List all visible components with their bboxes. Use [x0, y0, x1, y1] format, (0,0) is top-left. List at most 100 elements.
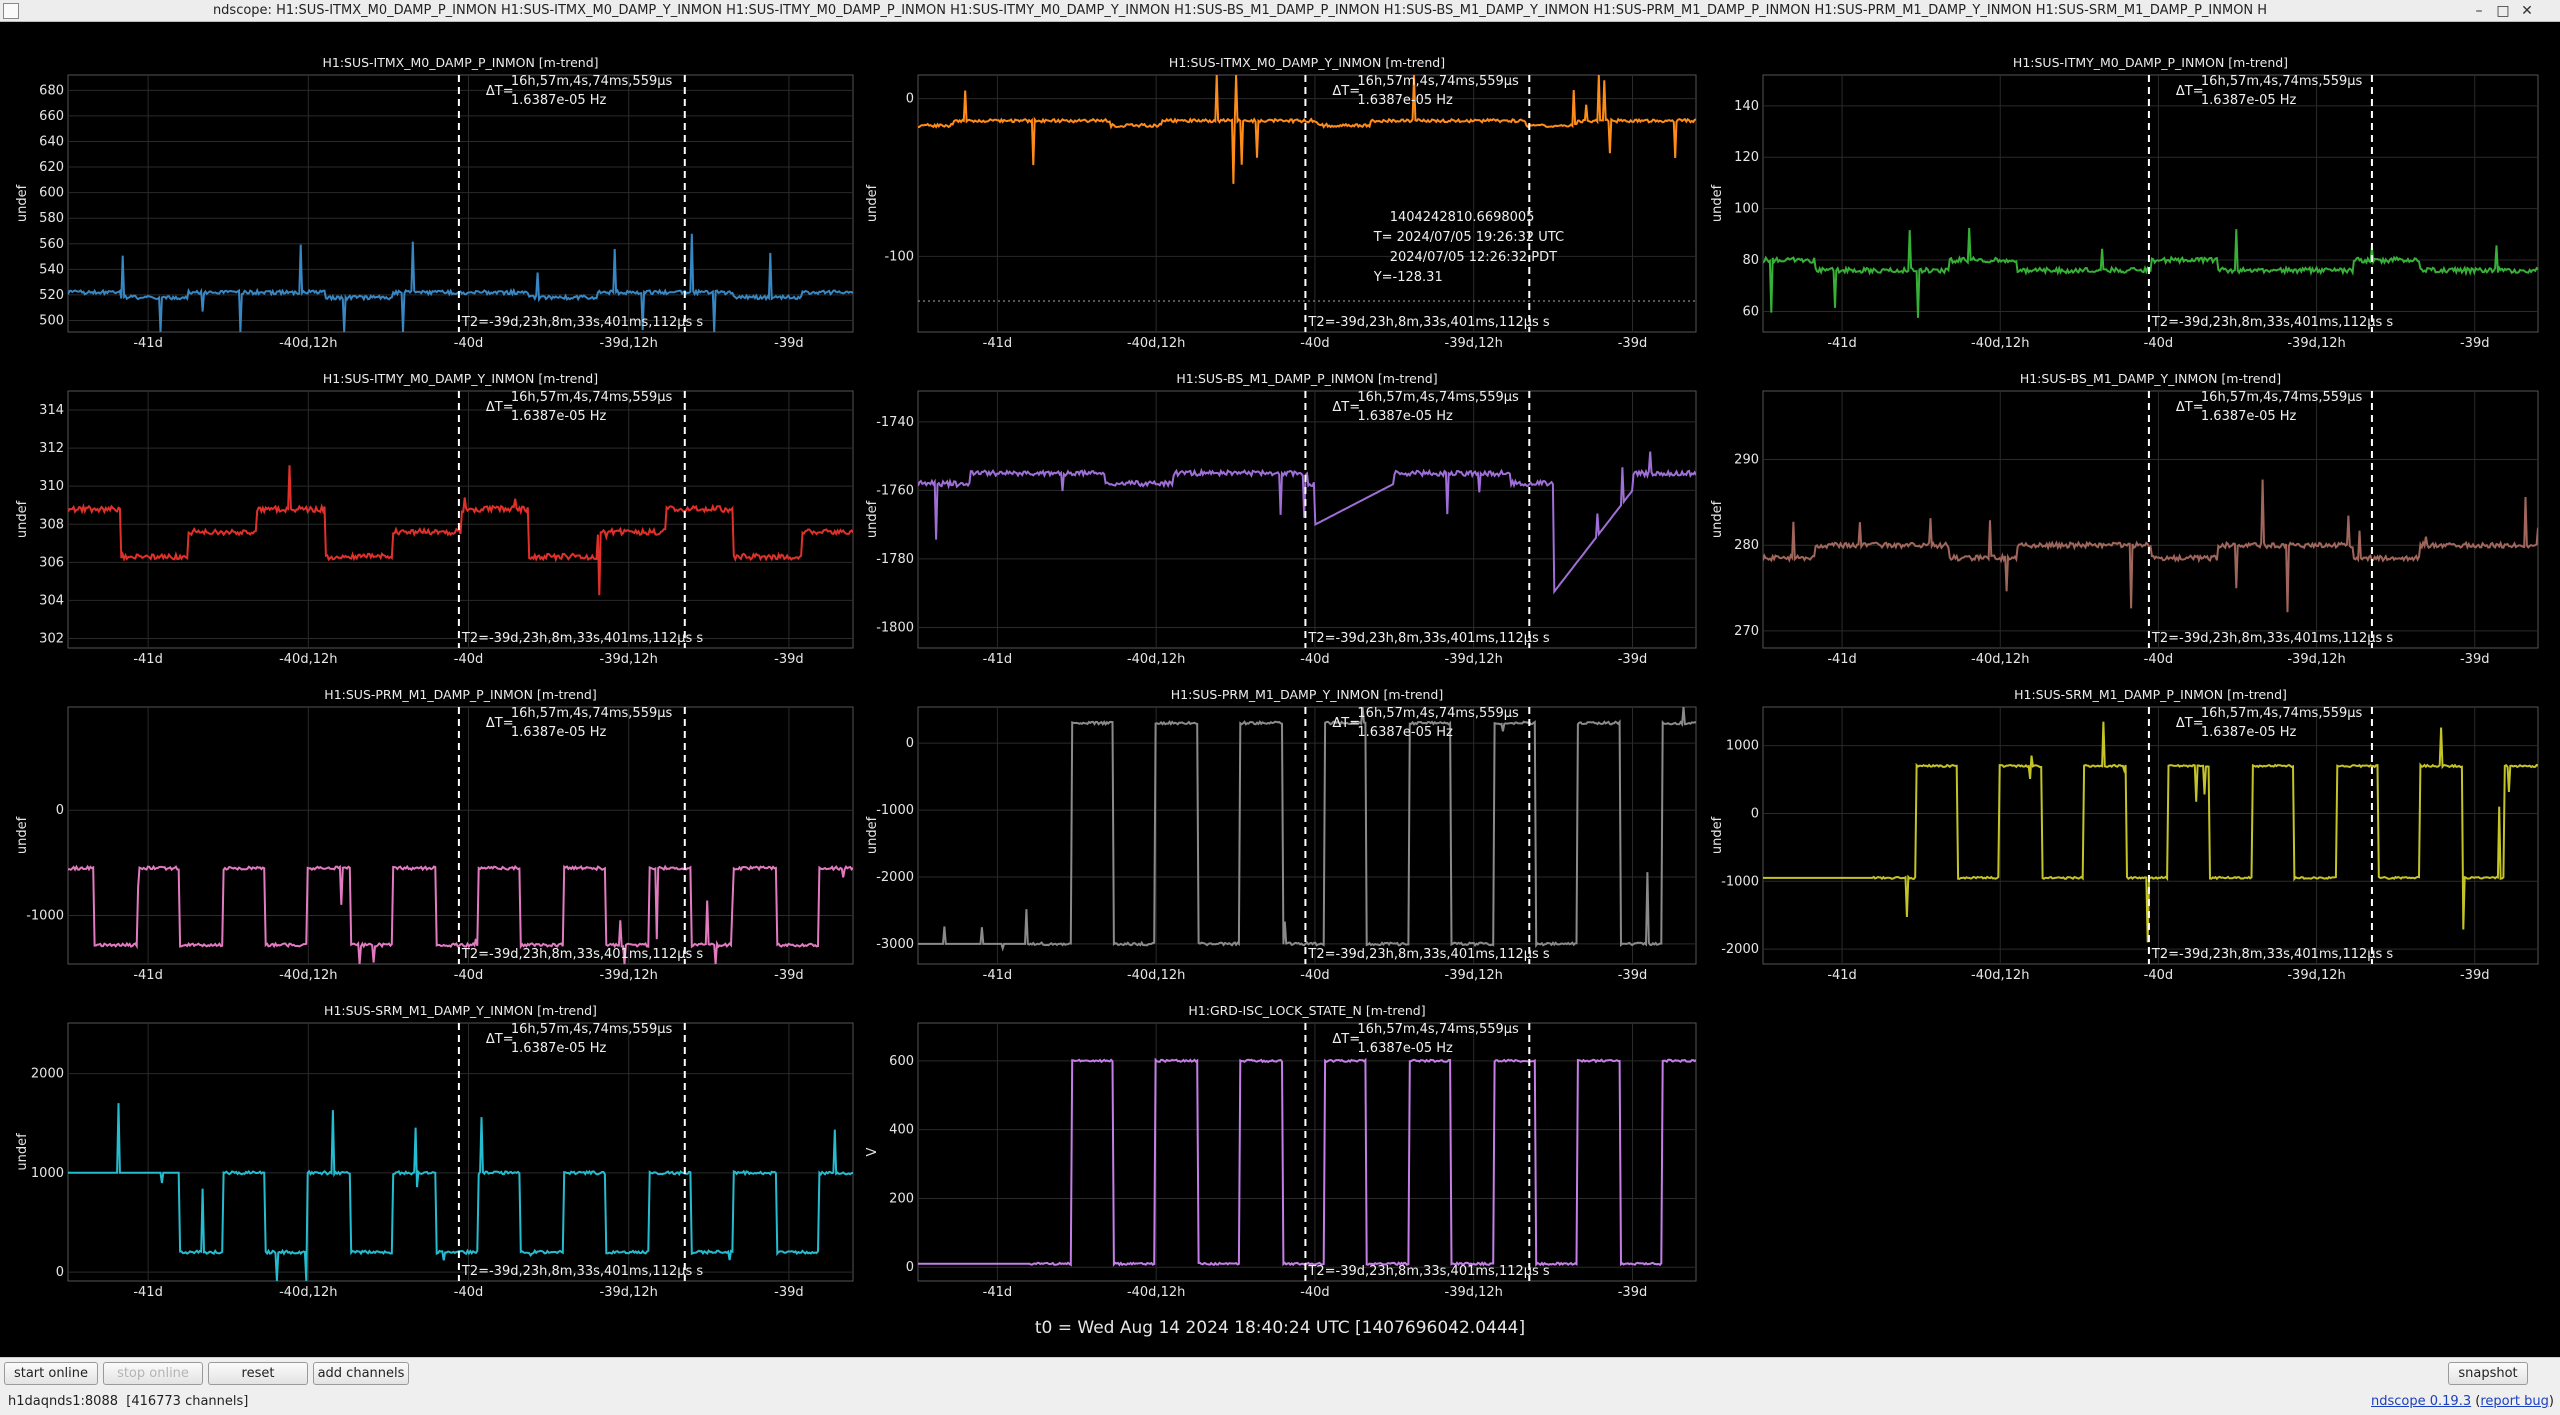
plot-panel[interactable]: H1:SUS-ITMY_M0_DAMP_Y_INMON [m-trend] -41… [15, 371, 854, 667]
delta-t-label: ΔT= [1332, 716, 1360, 731]
delta-t-value: 16h,57m,4s,74ms,559µs [511, 390, 673, 405]
x-tick-label: -39d [774, 652, 804, 667]
x-tick-label: -39d,12h [600, 1285, 658, 1300]
plot-panel[interactable]: H1:SUS-ITMY_M0_DAMP_P_INMON [m-trend] -41… [1710, 55, 2539, 351]
delta-t-value: 16h,57m,4s,74ms,559µs [1357, 1022, 1519, 1037]
t2-label: T2=-39d,23h,8m,33s,401ms,112µs s [1307, 947, 1550, 962]
delta-t-value: 16h,57m,4s,74ms,559µs [511, 74, 673, 89]
x-tick-label: -40d,12h [279, 968, 337, 983]
start-online-button[interactable]: start online [4, 1362, 98, 1385]
plot-panel[interactable]: H1:SUS-ITMX_M0_DAMP_P_INMON [m-trend] -41… [15, 55, 854, 351]
y-tick-label: 500 [39, 313, 64, 328]
close-icon[interactable]: ✕ [2521, 3, 2533, 19]
plot-frame [917, 390, 1697, 649]
maximize-icon[interactable]: □ [2496, 3, 2510, 19]
delta-t-frequency: 1.6387e-05 Hz [1357, 409, 1453, 424]
plot-title: H1:SUS-BS_M1_DAMP_P_INMON [m-trend] [1176, 371, 1437, 386]
plot-title: H1:SUS-ITMY_M0_DAMP_Y_INMON [m-trend] [323, 371, 598, 386]
y-tick-label: -1780 [876, 552, 914, 567]
plot-area[interactable]: H1:SUS-ITMX_M0_DAMP_P_INMON [m-trend] -41… [0, 22, 2560, 1357]
delta-t-value: 16h,57m,4s,74ms,559µs [2201, 74, 2363, 89]
delta-t-frequency: 1.6387e-05 Hz [511, 1041, 607, 1056]
app-icon [3, 3, 19, 19]
delta-t-label: ΔT= [1332, 1032, 1360, 1047]
y-tick-label: 308 [39, 517, 64, 532]
x-tick-label: -39d [1618, 652, 1648, 667]
x-tick-label: -40d,12h [1127, 1285, 1185, 1300]
delta-t-label: ΔT= [486, 1032, 514, 1047]
plot-panel[interactable]: H1:SUS-BS_M1_DAMP_Y_INMON [m-trend] -41d -… [1710, 371, 2539, 667]
x-tick-label: -41d [983, 652, 1013, 667]
snapshot-button[interactable]: snapshot [2448, 1362, 2528, 1385]
x-tick-label: -41d [983, 1285, 1013, 1300]
plot-panel[interactable]: H1:SUS-ITMX_M0_DAMP_Y_INMON [m-trend] -41… [865, 55, 1697, 351]
plot-title: H1:SUS-ITMX_M0_DAMP_P_INMON [m-trend] [322, 55, 598, 70]
delta-t-frequency: 1.6387e-05 Hz [1357, 725, 1453, 740]
x-tick-label: -41d [983, 968, 1013, 983]
x-tick-label: -40d,12h [1971, 652, 2029, 667]
delta-t-label: ΔT= [486, 84, 514, 99]
series-line [68, 233, 853, 332]
y-tick-label: 310 [39, 479, 64, 494]
reset-button[interactable]: reset [208, 1362, 308, 1385]
series-line [68, 465, 853, 596]
plot-frame [917, 706, 1697, 965]
plot-frame [1762, 706, 2539, 965]
t2-label: T2=-39d,23h,8m,33s,401ms,112µs s [2151, 947, 2394, 962]
delta-t-label: ΔT= [486, 400, 514, 415]
plot-panel[interactable]: H1:SUS-BS_M1_DAMP_P_INMON [m-trend] -41d -… [865, 371, 1697, 667]
x-tick-label: -40d [1300, 968, 1330, 983]
y-tick-label: 0 [1751, 806, 1759, 821]
delta-t-label: ΔT= [2176, 84, 2204, 99]
t2-label: T2=-39d,23h,8m,33s,401ms,112µs s [461, 315, 704, 330]
y-tick-label: 640 [39, 134, 64, 149]
plot-title: H1:SUS-SRM_M1_DAMP_Y_INMON [m-trend] [324, 1003, 597, 1018]
crosshair-utc: T= 2024/07/05 19:26:32 UTC [1373, 230, 1564, 245]
x-tick-label: -40d,12h [279, 336, 337, 351]
y-tick-label: 560 [39, 237, 64, 252]
minimize-icon[interactable]: – [2475, 3, 2483, 19]
plot-frame [67, 706, 854, 965]
plot-frame [67, 74, 854, 333]
y-tick-label: 304 [39, 593, 64, 608]
report-bug-link[interactable]: report bug [2480, 1394, 2549, 1409]
plot-panel[interactable]: H1:SUS-SRM_M1_DAMP_Y_INMON [m-trend] -41d… [15, 1003, 854, 1300]
x-tick-label: -40d,12h [1971, 968, 2029, 983]
x-tick-label: -41d [1827, 968, 1857, 983]
x-tick-label: -41d [983, 336, 1013, 351]
x-tick-label: -41d [1827, 652, 1857, 667]
x-tick-label: -39d [774, 968, 804, 983]
add-channels-button[interactable]: add channels [313, 1362, 409, 1385]
plot-grid[interactable]: H1:SUS-ITMX_M0_DAMP_P_INMON [m-trend] -41… [0, 22, 2560, 1318]
delta-t-value: 16h,57m,4s,74ms,559µs [1357, 74, 1519, 89]
y-tick-label: 140 [1734, 99, 1759, 114]
y-axis-label: undef [15, 500, 30, 538]
stop-online-button[interactable]: stop online [103, 1362, 203, 1385]
y-tick-label: 1000 [31, 1166, 64, 1181]
t2-label: T2=-39d,23h,8m,33s,401ms,112µs s [1307, 315, 1550, 330]
x-tick-label: -39d,12h [2287, 652, 2345, 667]
series-line [918, 707, 1696, 952]
x-tick-label: -39d [2460, 968, 2490, 983]
plot-panel[interactable]: H1:GRD-ISC_LOCK_STATE_N [m-trend] -41d -40… [865, 1003, 1697, 1300]
delta-t-frequency: 1.6387e-05 Hz [1357, 93, 1453, 108]
delta-t-frequency: 1.6387e-05 Hz [1357, 1041, 1453, 1056]
y-tick-label: -1740 [876, 415, 914, 430]
y-tick-label: 100 [1734, 202, 1759, 217]
y-tick-label: -1000 [876, 803, 914, 818]
t2-label: T2=-39d,23h,8m,33s,401ms,112µs s [2151, 315, 2394, 330]
window-title: ndscope: H1:SUS-ITMX_M0_DAMP_P_INMON H1:… [212, 3, 2268, 18]
y-tick-label: 60 [1742, 304, 1759, 319]
delta-t-value: 16h,57m,4s,74ms,559µs [2201, 390, 2363, 405]
delta-t-frequency: 1.6387e-05 Hz [2201, 725, 2297, 740]
delta-t-value: 16h,57m,4s,74ms,559µs [511, 1022, 673, 1037]
x-tick-label: -40d,12h [279, 1285, 337, 1300]
plot-panel[interactable]: H1:SUS-PRM_M1_DAMP_Y_INMON [m-trend] -41d… [865, 687, 1697, 983]
plot-panel[interactable]: H1:SUS-SRM_M1_DAMP_P_INMON [m-trend] -41d… [1710, 687, 2539, 983]
plot-frame [1762, 390, 2539, 649]
y-tick-label: 312 [39, 441, 64, 456]
version-link[interactable]: ndscope 0.19.3 [2371, 1394, 2472, 1409]
x-tick-label: -40d [454, 1285, 484, 1300]
plot-panel[interactable]: H1:SUS-PRM_M1_DAMP_P_INMON [m-trend] -41d… [15, 687, 854, 983]
y-tick-label: 520 [39, 288, 64, 303]
